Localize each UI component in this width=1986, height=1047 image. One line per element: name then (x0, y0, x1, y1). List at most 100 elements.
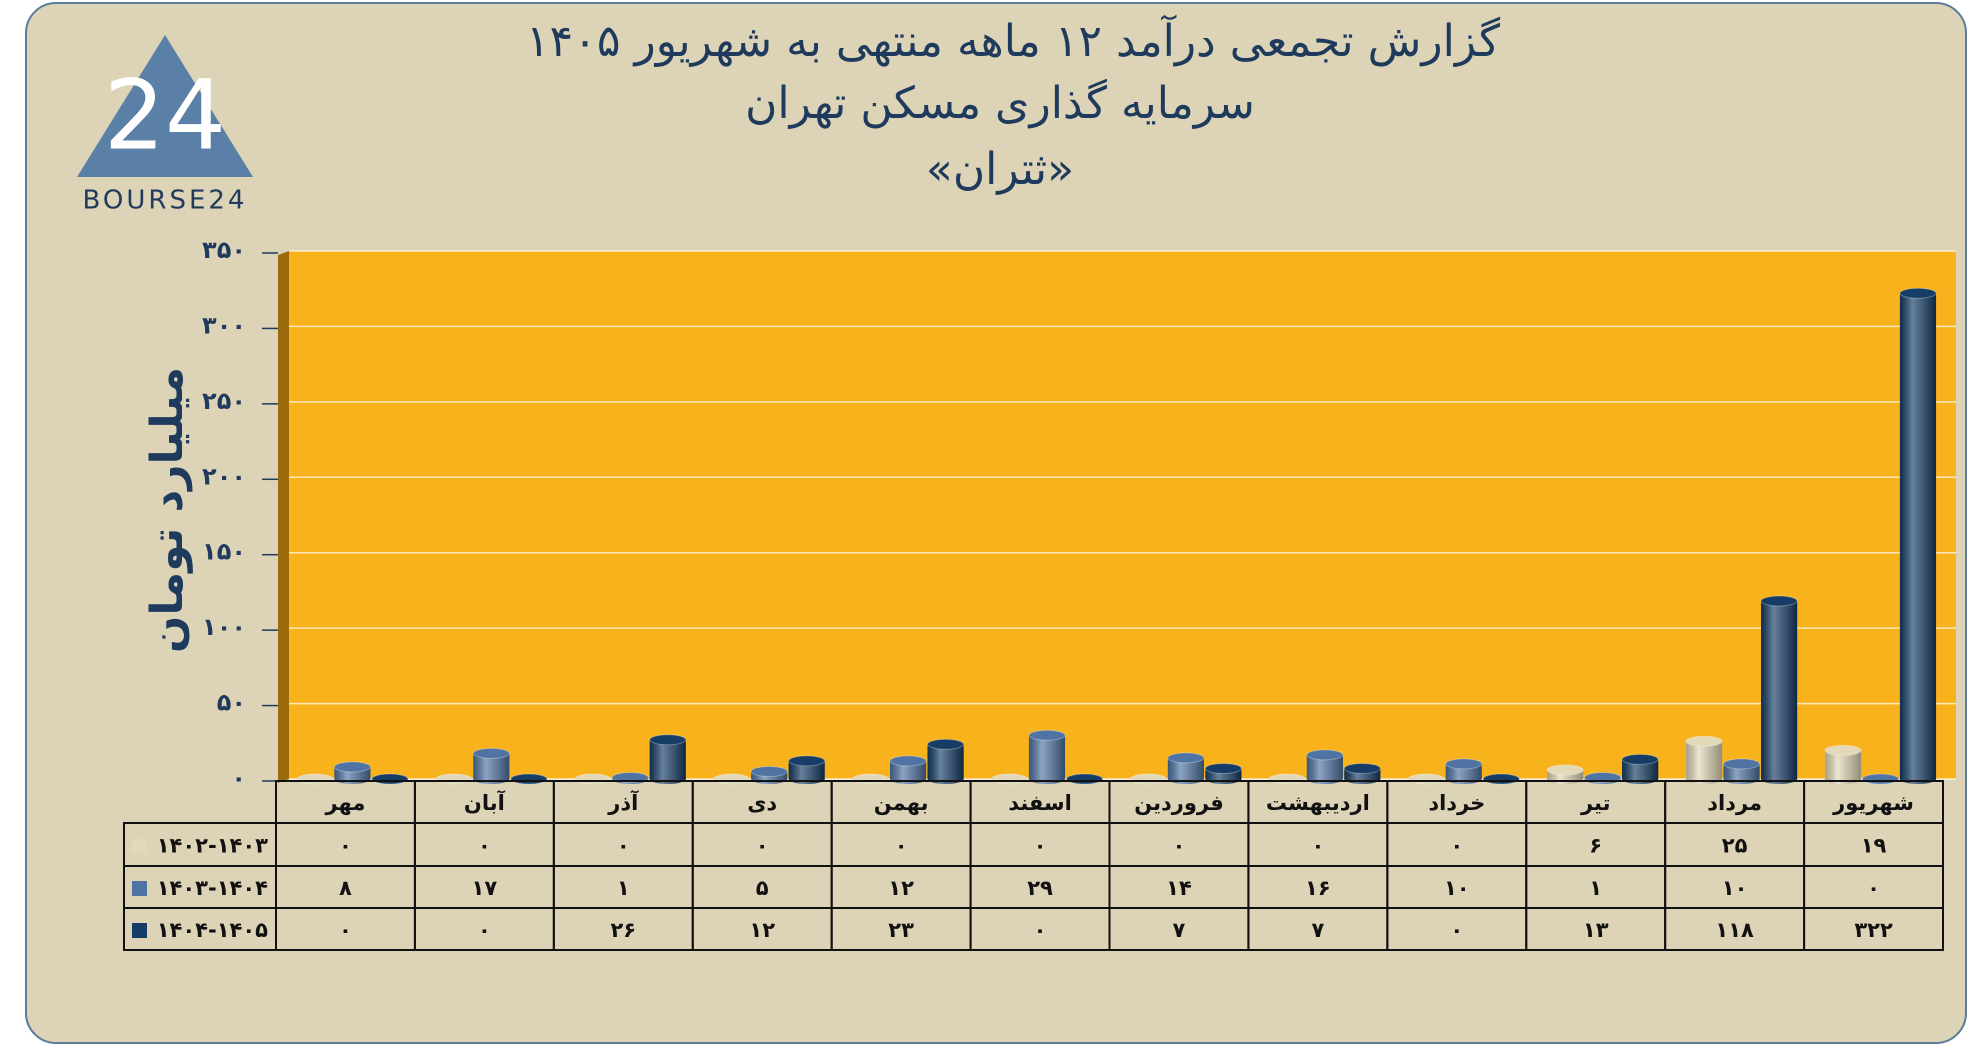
x-tick-label: مهر (324, 791, 365, 815)
value-label: ۱۲ (749, 918, 775, 942)
bar (611, 771, 649, 784)
bar-top (472, 747, 510, 759)
bar-top (1824, 744, 1862, 756)
x-tick-label: خرداد (1428, 791, 1485, 815)
value-label: ۱۹ (1861, 834, 1887, 858)
bar (510, 773, 548, 785)
bar-top (1445, 758, 1483, 770)
x-tick-label: آبان (464, 790, 506, 815)
value-label: ۰ (339, 834, 352, 858)
value-label: ۱۷ (472, 876, 498, 900)
bar-shade (1344, 768, 1381, 779)
x-tick-label: شهریور (1832, 791, 1914, 815)
value-label: ۰ (1311, 834, 1324, 858)
bar-base-shade (788, 774, 825, 784)
value-label: ۰ (1450, 834, 1463, 858)
bar-shade (1686, 741, 1723, 779)
y-tick-label: ۱۵۰ (202, 538, 246, 566)
bar (1621, 753, 1659, 784)
bar-shade (1167, 757, 1204, 779)
bar-top (852, 773, 890, 785)
bar-base-shade (334, 774, 371, 784)
bar-top (927, 738, 965, 750)
bar (1685, 735, 1723, 784)
bar-top (750, 765, 788, 777)
chart-title: گزارش تجمعی درآمد ۱۲ ماهه منتهی به شهریو… (526, 14, 1500, 67)
value-label: ۰ (478, 834, 491, 858)
bar-base-shade (927, 774, 964, 784)
bar (1899, 287, 1937, 784)
chart-subtitle: «ثتران» (926, 144, 1074, 195)
chart-subtitle: سرمایه گذاری مسکن تهران (745, 78, 1255, 129)
plot-background (289, 251, 1956, 779)
bar-top (889, 755, 927, 767)
y-tick-label: ۵۰ (217, 689, 246, 717)
legend-label: ۱۴۰۳-۱۴۰۴ (157, 876, 268, 900)
bar-top (713, 773, 751, 785)
bar (649, 734, 687, 784)
bar-top (1167, 752, 1205, 764)
value-label: ۰ (1034, 918, 1047, 942)
bar-base-shade (1445, 774, 1482, 784)
x-tick-label: اسفند (1008, 791, 1072, 815)
legend-swatch (132, 838, 147, 854)
bar (1861, 773, 1900, 785)
bar-base-shade (1723, 774, 1760, 784)
bar-top (1723, 758, 1761, 770)
value-label: ۷ (1311, 918, 1324, 942)
value-label: ۰ (1867, 876, 1880, 900)
bar (1482, 773, 1520, 785)
logo-text: BOURSE24 (83, 186, 248, 216)
bar-top (371, 773, 409, 785)
x-tick-label: تیر (1580, 791, 1611, 815)
value-label: ۱۲ (888, 876, 914, 900)
bar-base-shade (1028, 774, 1066, 784)
legend-label: ۱۴۰۴-۱۴۰۵ (157, 918, 268, 942)
bar-top (990, 773, 1029, 785)
logo-triangle (77, 35, 253, 177)
legend-swatch (132, 923, 147, 938)
bar (1407, 773, 1445, 785)
bar-base-shade (1344, 774, 1381, 784)
value-label: ۰ (1450, 918, 1463, 942)
value-label: ۱۰ (1444, 876, 1470, 900)
value-label: ۱ (1589, 876, 1602, 900)
bar-top (649, 734, 687, 746)
bar-base-shade (1306, 774, 1343, 784)
bar-top (296, 773, 334, 785)
bar-shade (1761, 600, 1798, 779)
bar-shade (890, 760, 927, 779)
x-tick-label: فروردین (1134, 791, 1224, 815)
bar-base-shade (1899, 774, 1937, 784)
x-tick-label: بهمن (874, 791, 929, 815)
bar (1584, 771, 1622, 784)
bar-base-shade (1205, 774, 1242, 784)
bar (713, 773, 751, 785)
bar (990, 773, 1029, 785)
logo: 24 BOURSE24 (77, 35, 253, 216)
bar-top (611, 771, 649, 783)
bar-base-shade (1167, 774, 1204, 784)
bar-top (510, 773, 548, 785)
bar (1824, 744, 1862, 784)
bar (788, 755, 826, 784)
value-label: ۰ (895, 834, 908, 858)
value-label: ۱۱۸ (1715, 918, 1754, 942)
value-label: ۱ (617, 876, 630, 900)
bar (852, 773, 890, 785)
bar-top (1306, 749, 1344, 761)
bar-shade (649, 739, 686, 779)
value-label: ۱۶ (1305, 876, 1331, 900)
legend-label: ۱۴۰۲-۱۴۰۳ (157, 834, 268, 858)
value-label: ۰ (1034, 834, 1047, 858)
value-label: ۱۳ (1583, 918, 1609, 942)
value-label: ۰ (1173, 834, 1186, 858)
bar-top (1482, 773, 1520, 785)
x-tick-label: دی (747, 791, 777, 815)
value-label: ۳۲۲ (1854, 918, 1893, 942)
bar-top (1268, 773, 1306, 785)
bar (574, 773, 612, 785)
bar-top (1546, 764, 1584, 776)
value-label: ۷ (1173, 918, 1186, 942)
